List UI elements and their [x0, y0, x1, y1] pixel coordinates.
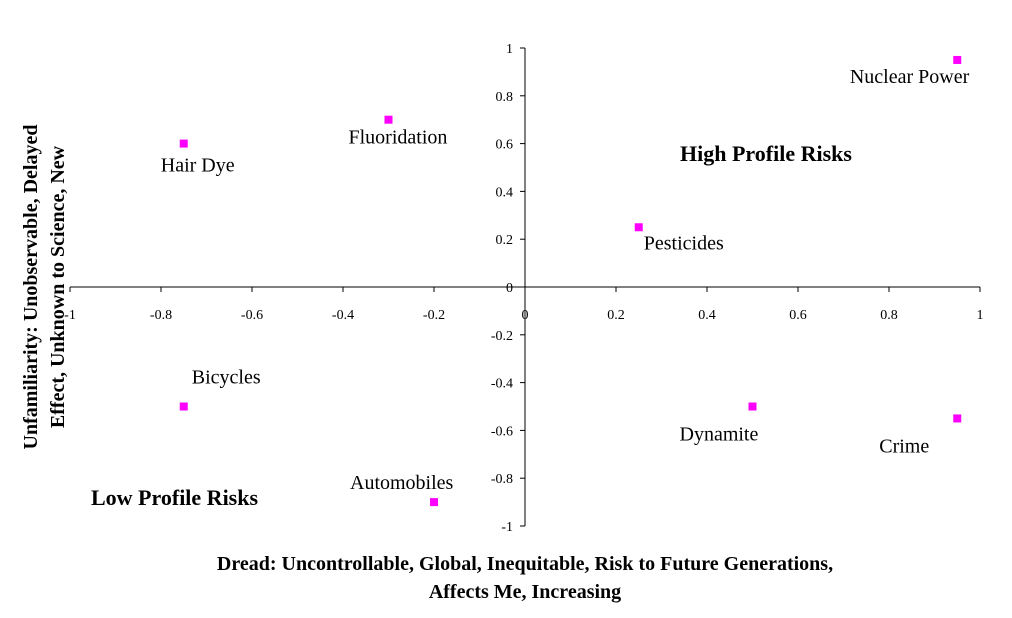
- data-point-marker: [748, 402, 757, 411]
- x-tick-label: 1: [977, 308, 984, 323]
- x-tick-label: 0.4: [698, 308, 716, 323]
- x-ticks: -1 -0.8 -0.6 -0.4 -0.2 0 0.2 0.4 0.6 0.8 1: [64, 287, 984, 323]
- y-ticks: 1 0.8 0.6 0.4 0.2 0 -0.2 -0.4 -0.6 -0.8 -1: [491, 42, 525, 535]
- x-tick-label: -0.6: [241, 308, 263, 323]
- y-tick-label: -0.8: [491, 472, 513, 487]
- data-point-label: Hair Dye: [161, 155, 235, 177]
- data-point-label: Automobiles: [350, 472, 454, 494]
- data-point-label: Fluoridation: [349, 127, 448, 149]
- y-tick-label: -0.2: [491, 329, 513, 344]
- x-tick-label: -1: [64, 308, 76, 323]
- data-point-label: Crime: [879, 435, 929, 457]
- data-point-marker: [634, 223, 643, 232]
- data-point-marker: [953, 55, 962, 64]
- y-tick-label: -0.6: [491, 424, 513, 439]
- x-tick-label: -0.2: [423, 308, 445, 323]
- data-point-marker: [953, 414, 962, 423]
- y-tick-label: -1: [501, 520, 513, 535]
- y-axis-title-line-2: Effect, Unknown to Science, New: [47, 145, 69, 428]
- data-point-marker: [430, 498, 438, 507]
- data-point-label: Dynamite: [680, 424, 759, 446]
- x-axis-title-line-2: Affects Me, Increasing: [429, 581, 621, 603]
- x-axis-title-line-1: Dread: Uncontrollable, Global, Inequitab…: [217, 553, 833, 575]
- x-tick-label: 0.2: [607, 308, 625, 323]
- data-point-label: Pesticides: [644, 232, 724, 254]
- x-tick-label: 0.8: [880, 308, 898, 323]
- data-point-marker: [179, 139, 188, 148]
- y-tick-label: 0.8: [496, 90, 514, 105]
- y-axis-title-line-1: Unfamiliarity: Unobservable, Delayed: [20, 125, 42, 450]
- y-tick-label: 0.4: [496, 185, 514, 200]
- x-tick-label: -0.8: [150, 308, 172, 323]
- data-point-label: Nuclear Power: [850, 66, 970, 88]
- x-tick-label: 0: [522, 308, 529, 323]
- data-point-marker: [179, 402, 188, 411]
- x-tick-label: 0.6: [789, 308, 807, 323]
- y-tick-label: 1: [506, 42, 513, 57]
- quadrant-label-low: Low Profile Risks: [91, 485, 258, 510]
- y-tick-label: 0.2: [496, 233, 514, 248]
- data-point-marker: [384, 115, 393, 124]
- y-tick-label: 0.6: [496, 138, 514, 153]
- quadrant-label-high: High Profile Risks: [680, 141, 852, 166]
- y-tick-label: 0: [506, 281, 513, 296]
- data-points: Nuclear Power Fluoridation Hair Dye Pestici…: [161, 55, 970, 507]
- y-tick-label: -0.4: [491, 377, 513, 392]
- x-tick-label: -0.4: [332, 308, 354, 323]
- data-point-label: Bicycles: [192, 367, 261, 389]
